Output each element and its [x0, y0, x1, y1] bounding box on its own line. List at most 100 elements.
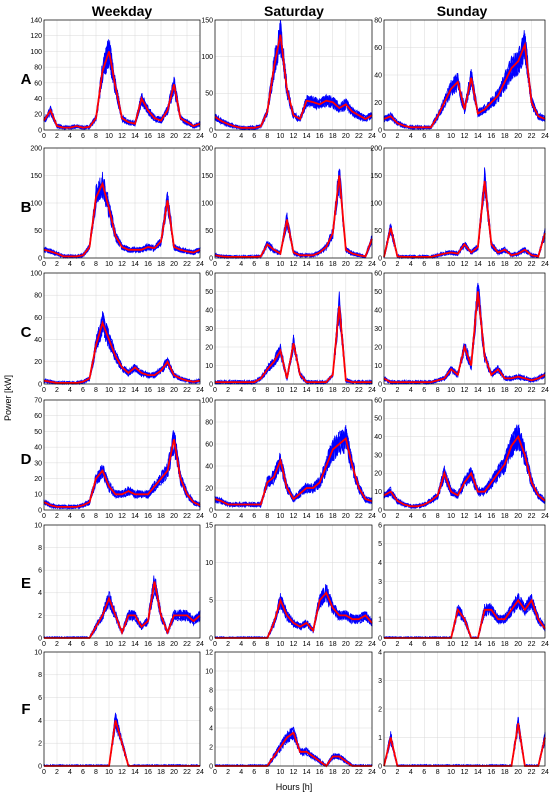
x-tick-label: 14	[474, 133, 482, 140]
y-tick-label: 0	[38, 763, 42, 770]
x-tick-label: 22	[528, 769, 536, 776]
x-tick-label: 8	[436, 387, 440, 394]
y-tick-label: 4	[378, 649, 382, 656]
y-tick-label: 0	[209, 507, 213, 514]
y-tick-label: 8	[38, 545, 42, 552]
x-tick-label: 12	[118, 387, 126, 394]
y-tick-label: 40	[34, 337, 42, 344]
x-tick-label: 12	[118, 769, 126, 776]
x-tick-label: 4	[409, 387, 413, 394]
x-tick-label: 22	[355, 133, 363, 140]
x-tick-label: 24	[541, 641, 549, 648]
x-tick-label: 8	[94, 513, 98, 520]
x-tick-label: 4	[409, 133, 413, 140]
x-tick-label: 12	[290, 513, 298, 520]
x-tick-label: 4	[68, 513, 72, 520]
y-tick-label: 0	[378, 635, 382, 642]
y-tick-label: 5	[378, 541, 382, 548]
x-tick-label: 22	[183, 513, 191, 520]
y-tick-label: 0	[378, 127, 382, 134]
panel-frame	[383, 399, 546, 511]
y-tick-label: 3	[378, 579, 382, 586]
y-tick-label: 0	[38, 255, 42, 262]
x-tick-label: 22	[528, 387, 536, 394]
x-tick-label: 18	[157, 769, 165, 776]
x-tick-label: 22	[355, 261, 363, 268]
panel-frame	[383, 272, 546, 385]
x-tick-label: 20	[342, 641, 350, 648]
x-tick-label: 16	[487, 641, 495, 648]
x-tick-label: 8	[265, 513, 269, 520]
x-tick-label: 6	[422, 513, 426, 520]
y-tick-label: 80	[205, 419, 213, 426]
y-tick-label: 100	[30, 200, 42, 207]
y-tick-label: 6	[38, 568, 42, 575]
y-tick-label: 10	[205, 363, 213, 370]
y-tick-label: 2	[38, 741, 42, 748]
x-tick-label: 24	[196, 261, 204, 268]
x-tick-label: 22	[355, 387, 363, 394]
y-tick-label: 8	[209, 687, 213, 694]
x-tick-label: 6	[252, 387, 256, 394]
x-tick-label: 4	[409, 261, 413, 268]
y-tick-label: 20	[34, 359, 42, 366]
x-tick-label: 2	[226, 133, 230, 140]
x-tick-label: 4	[239, 513, 243, 520]
y-tick-label: 1	[378, 617, 382, 624]
x-tick-label: 20	[342, 387, 350, 394]
x-tick-label: 8	[436, 133, 440, 140]
x-tick-label: 2	[55, 387, 59, 394]
y-tick-label: 40	[34, 445, 42, 452]
y-tick-label: 20	[205, 485, 213, 492]
x-tick-label: 18	[501, 133, 509, 140]
x-tick-label: 6	[422, 133, 426, 140]
x-tick-label: 14	[303, 133, 311, 140]
band-line	[43, 180, 201, 259]
x-tick-label: 18	[329, 769, 337, 776]
panel-frame	[43, 651, 201, 767]
x-tick-label: 0	[213, 261, 217, 268]
y-tick-label: 30	[374, 326, 382, 333]
x-tick-label: 20	[514, 133, 522, 140]
x-tick-label: 20	[170, 769, 178, 776]
x-tick-label: 4	[68, 641, 72, 648]
x-tick-label: 0	[382, 641, 386, 648]
x-tick-label: 2	[55, 769, 59, 776]
y-tick-label: 50	[205, 228, 213, 235]
x-tick-label: 16	[316, 641, 324, 648]
x-tick-label: 2	[226, 387, 230, 394]
x-tick-label: 0	[42, 387, 46, 394]
panel-frame	[383, 524, 546, 639]
x-tick-label: 0	[42, 513, 46, 520]
row-label-e: E	[21, 575, 31, 592]
y-tick-label: 150	[370, 173, 382, 180]
x-tick-label: 10	[105, 769, 113, 776]
y-tick-label: 6	[38, 695, 42, 702]
y-tick-label: 100	[370, 200, 382, 207]
y-tick-label: 200	[30, 145, 42, 152]
mean-line	[383, 291, 546, 383]
x-tick-label: 4	[239, 387, 243, 394]
y-tick-label: 1	[378, 735, 382, 742]
x-tick-label: 4	[409, 769, 413, 776]
x-tick-label: 8	[436, 513, 440, 520]
y-tick-label: 0	[38, 507, 42, 514]
x-tick-label: 4	[239, 641, 243, 648]
mean-line	[43, 181, 201, 258]
x-tick-label: 22	[183, 769, 191, 776]
x-tick-label: 4	[239, 769, 243, 776]
y-tick-label: 50	[205, 289, 213, 296]
x-tick-label: 18	[501, 387, 509, 394]
x-tick-label: 10	[105, 513, 113, 520]
x-tick-label: 14	[131, 261, 139, 268]
x-tick-label: 18	[501, 261, 509, 268]
x-tick-label: 18	[501, 769, 509, 776]
x-tick-label: 0	[213, 133, 217, 140]
x-tick-label: 6	[422, 769, 426, 776]
mean-line	[214, 34, 373, 129]
